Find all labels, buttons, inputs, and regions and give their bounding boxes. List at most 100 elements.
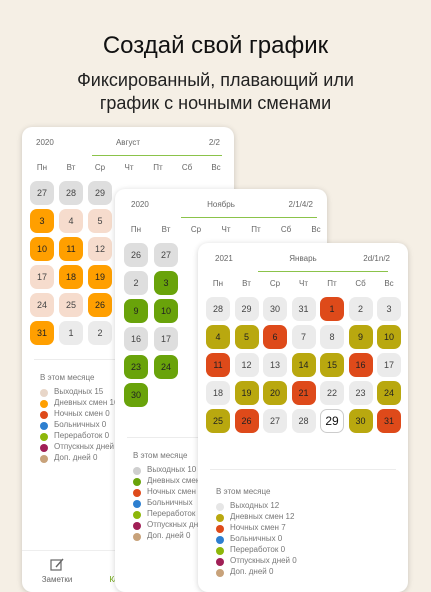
month-label[interactable]: Январь xyxy=(289,254,317,263)
day-cell[interactable]: 30 xyxy=(263,297,287,321)
day-cell[interactable]: 20 xyxy=(263,381,287,405)
day-cell[interactable]: 7 xyxy=(291,325,316,349)
day-cell[interactable]: 19 xyxy=(88,265,112,289)
pattern-label: 2/2 xyxy=(208,138,220,147)
day-cell[interactable]: 24 xyxy=(30,293,54,317)
day-cell[interactable]: 1 xyxy=(59,321,83,345)
legend-label: Переработок 0 xyxy=(54,431,110,440)
day-cell[interactable]: 3 xyxy=(154,271,178,295)
day-cell[interactable]: 2 xyxy=(124,271,148,295)
day-cell[interactable]: 23 xyxy=(124,355,148,379)
day-cell[interactable]: 26 xyxy=(234,409,259,433)
day-cell[interactable]: 30 xyxy=(124,383,148,407)
day-cell[interactable]: 12 xyxy=(88,237,112,261)
day-cell[interactable]: 24 xyxy=(377,381,401,405)
year-label: 2020 xyxy=(36,138,54,147)
day-cell[interactable]: 26 xyxy=(124,243,148,267)
day-cell[interactable]: 15 xyxy=(320,353,344,377)
day-cell[interactable]: 9 xyxy=(348,325,373,349)
day-cell[interactable]: 29 xyxy=(234,297,259,321)
day-cell[interactable]: 5 xyxy=(88,209,112,233)
day-cell[interactable]: 18 xyxy=(59,265,83,289)
legend-title: В этом месяце xyxy=(40,373,95,382)
legend-label: Дневных смен 12 xyxy=(230,512,295,521)
legend-dot-icon xyxy=(216,525,224,533)
day-cell[interactable]: 23 xyxy=(348,381,373,405)
day-cell[interactable]: 31 xyxy=(377,409,401,433)
day-cell[interactable]: 10 xyxy=(377,325,401,349)
day-cell[interactable]: 10 xyxy=(30,237,54,261)
day-cell[interactable]: 2 xyxy=(348,297,373,321)
day-cell[interactable]: 25 xyxy=(59,293,83,317)
day-cell[interactable]: 11 xyxy=(206,353,230,377)
weekday-label: Ср xyxy=(190,225,202,234)
day-cell[interactable]: 27 xyxy=(154,243,178,267)
day-cell[interactable]: 27 xyxy=(263,409,287,433)
legend-label: Доп. дней 0 xyxy=(54,453,98,462)
day-cell[interactable]: 28 xyxy=(291,409,316,433)
day-cell[interactable]: 16 xyxy=(348,353,373,377)
day-cell[interactable]: 17 xyxy=(377,353,401,377)
day-cell[interactable]: 2 xyxy=(88,321,112,345)
day-cell[interactable]: 10 xyxy=(154,299,178,323)
month-label[interactable]: Ноябрь xyxy=(207,200,235,209)
day-cell[interactable]: 26 xyxy=(88,293,112,317)
day-cell[interactable]: 28 xyxy=(59,181,83,205)
day-cell[interactable]: 4 xyxy=(206,325,230,349)
legend-dot-icon xyxy=(40,433,48,441)
legend-dot-icon xyxy=(40,411,48,419)
day-cell[interactable]: 29 xyxy=(320,409,344,433)
weekday-label: Сб xyxy=(355,279,366,288)
day-cell[interactable]: 13 xyxy=(263,353,287,377)
day-cell[interactable]: 17 xyxy=(30,265,54,289)
weekday-row: Пн Вт Ср Чт Пт Сб Вс xyxy=(115,225,327,237)
day-cell[interactable]: 3 xyxy=(30,209,54,233)
notes-tab-label: Заметки xyxy=(41,575,73,584)
legend-dot-icon xyxy=(133,478,141,486)
day-cell[interactable]: 31 xyxy=(30,321,54,345)
day-cell[interactable]: 1 xyxy=(320,297,344,321)
weekday-label: Пт xyxy=(327,279,337,288)
day-cell[interactable]: 14 xyxy=(291,353,316,377)
day-cell[interactable]: 6 xyxy=(263,325,287,349)
legend-label: Отпускных дней 0 xyxy=(54,442,121,451)
legend-dot-icon xyxy=(216,558,224,566)
notes-tab[interactable]: Заметки xyxy=(40,557,74,584)
day-cell[interactable]: 19 xyxy=(234,381,259,405)
legend-dot-icon xyxy=(40,444,48,452)
weekday-label: Пн xyxy=(212,279,224,288)
day-cell[interactable]: 3 xyxy=(377,297,401,321)
day-cell[interactable]: 18 xyxy=(206,381,230,405)
legend-dot-icon xyxy=(216,514,224,522)
day-cell[interactable]: 4 xyxy=(59,209,83,233)
day-cell[interactable]: 22 xyxy=(320,381,344,405)
day-cell[interactable]: 16 xyxy=(124,327,148,351)
day-cell[interactable]: 11 xyxy=(59,237,83,261)
legend-dot-icon xyxy=(133,511,141,519)
day-cell[interactable]: 29 xyxy=(88,181,112,205)
day-cell[interactable]: 5 xyxy=(234,325,259,349)
day-cell[interactable]: 24 xyxy=(154,355,178,379)
day-cell[interactable]: 8 xyxy=(320,325,344,349)
subheadline-line-1: Фиксированный, плавающий или xyxy=(77,70,354,90)
day-cell[interactable]: 28 xyxy=(206,297,230,321)
legend-dot-icon xyxy=(133,467,141,475)
weekday-label: Чт xyxy=(299,279,308,288)
divider xyxy=(210,469,396,470)
day-cell[interactable]: 30 xyxy=(348,409,373,433)
day-cell[interactable]: 9 xyxy=(124,299,148,323)
day-cell[interactable]: 31 xyxy=(291,297,316,321)
weekday-label: Пт xyxy=(251,225,261,234)
month-label[interactable]: Август xyxy=(115,138,141,147)
legend-dot-icon xyxy=(40,400,48,408)
legend-label: Доп. дней 0 xyxy=(230,567,274,576)
legend-label: Выходных 15 xyxy=(54,387,104,396)
day-cell[interactable]: 17 xyxy=(154,327,178,351)
day-cell[interactable]: 12 xyxy=(234,353,259,377)
calendar-tab[interactable]: Ка xyxy=(109,575,119,584)
weekday-row: Пн Вт Ср Чт Пт Сб Вс xyxy=(22,163,234,175)
header-underline xyxy=(258,271,388,272)
day-cell[interactable]: 21 xyxy=(291,381,316,405)
day-cell[interactable]: 27 xyxy=(30,181,54,205)
day-cell[interactable]: 25 xyxy=(206,409,230,433)
